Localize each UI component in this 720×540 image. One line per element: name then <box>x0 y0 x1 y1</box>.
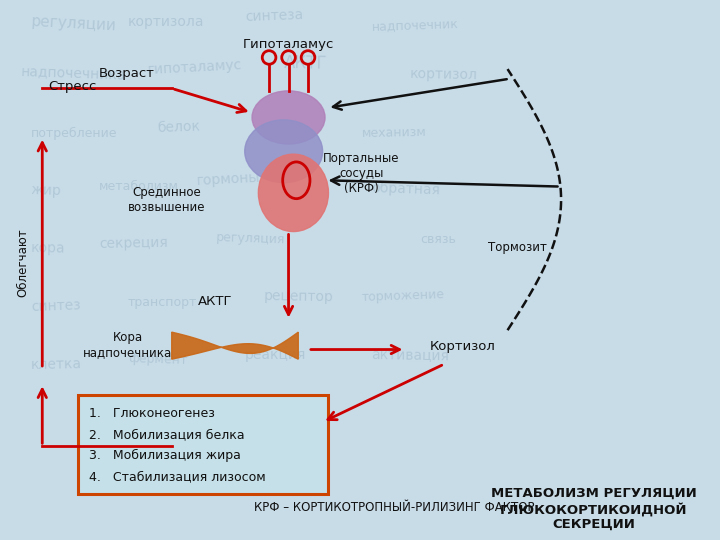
Text: АКТГ: АКТГ <box>198 295 233 308</box>
Text: Стресс: Стресс <box>48 80 96 93</box>
Text: синтез: синтез <box>30 298 81 314</box>
Text: 2.   Мобилизация белка: 2. Мобилизация белка <box>89 428 245 441</box>
Text: КРФ – КОРТИКОТРОПНЫЙ-РИЛИЗИНГ ФАКТОР: КРФ – КОРТИКОТРОПНЫЙ-РИЛИЗИНГ ФАКТОР <box>253 501 534 514</box>
Text: кора: кора <box>30 241 66 256</box>
Text: потребление: потребление <box>30 127 117 140</box>
Text: Облегчают: Облегчают <box>17 228 30 297</box>
Text: активация: активация <box>372 347 449 362</box>
Text: Портальные
сосуды
(КРФ): Портальные сосуды (КРФ) <box>323 152 400 195</box>
Text: торможение: торможение <box>361 288 445 304</box>
Text: Срединное
возвышение: Срединное возвышение <box>128 186 206 214</box>
Text: гипоталамус: гипоталамус <box>148 58 243 77</box>
Text: регуляция: регуляция <box>215 231 285 246</box>
Text: Кора
надпочечника: Кора надпочечника <box>84 330 173 359</box>
Text: 4.   Стабилизация лизосом: 4. Стабилизация лизосом <box>89 471 266 484</box>
Text: транспорт: транспорт <box>128 296 197 309</box>
Text: надпочечника: надпочечника <box>21 64 127 82</box>
Text: 3.   Мобилизация жира: 3. Мобилизация жира <box>89 449 241 462</box>
Ellipse shape <box>252 91 325 144</box>
Polygon shape <box>172 332 298 359</box>
Text: связь: связь <box>420 233 456 246</box>
Text: механизм: механизм <box>361 126 427 140</box>
Text: кортизола: кортизола <box>128 15 204 29</box>
Text: белок: белок <box>157 119 201 135</box>
Text: Гипоталамус: Гипоталамус <box>243 38 334 51</box>
Text: Возраст: Возраст <box>99 68 155 80</box>
Ellipse shape <box>258 154 328 232</box>
Text: гормоны: гормоны <box>196 171 261 188</box>
Text: обратная: обратная <box>372 181 441 198</box>
Text: реакция: реакция <box>245 348 306 362</box>
Text: фермент: фермент <box>128 352 187 367</box>
Text: Тормозит: Тормозит <box>488 241 546 254</box>
Text: Кортизол: Кортизол <box>430 340 495 353</box>
Text: МЕТАБОЛИЗМ РЕГУЛЯЦИИ
ГЛЮКОКОРТИКОИДНОЙ
СЕКРЕЦИИ: МЕТАБОЛИЗМ РЕГУЛЯЦИИ ГЛЮКОКОРТИКОИДНОЙ С… <box>491 487 696 531</box>
Text: жир: жир <box>30 183 62 198</box>
Ellipse shape <box>245 120 323 183</box>
Text: метаболизм: метаболизм <box>99 180 179 193</box>
Text: секреция: секреция <box>99 236 168 251</box>
Text: надпочечник: надпочечник <box>372 17 459 33</box>
Text: рецептор: рецептор <box>264 289 334 304</box>
Text: регуляции: регуляции <box>30 14 117 33</box>
Text: клетка: клетка <box>30 357 82 372</box>
Text: кортизол: кортизол <box>410 66 478 82</box>
Text: АКТГ: АКТГ <box>284 55 328 73</box>
Text: 1.   Глюконеогенез: 1. Глюконеогенез <box>89 407 215 420</box>
Text: синтеза: синтеза <box>245 8 304 24</box>
FancyBboxPatch shape <box>78 395 328 494</box>
